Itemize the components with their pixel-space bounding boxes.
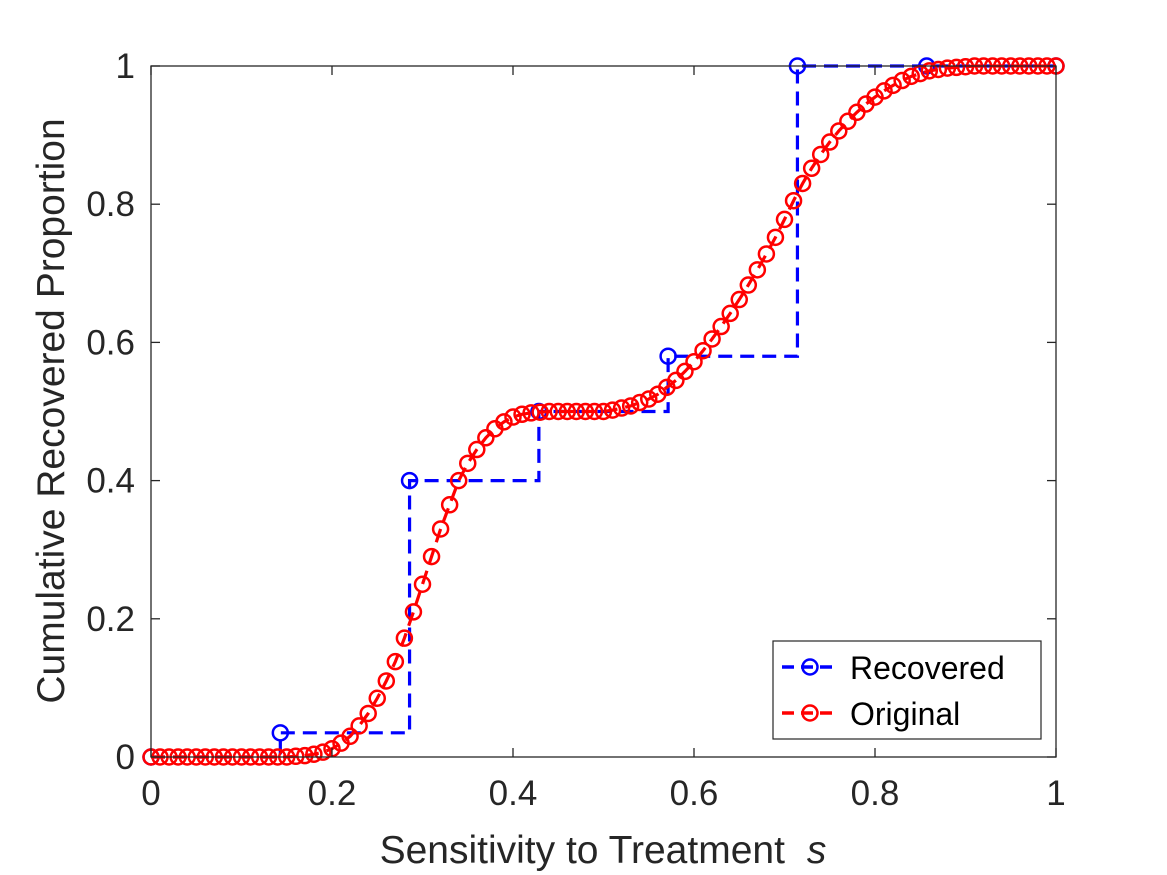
original-point [567, 402, 586, 421]
x-axis-label: Sensitivity to Treatment s [380, 829, 827, 872]
y-tick-label: 0 [116, 738, 135, 777]
x-tick-label: 0.4 [489, 774, 538, 813]
original-point [721, 304, 739, 323]
original-point [703, 330, 721, 348]
original-point [468, 440, 486, 459]
original-point [377, 672, 396, 690]
original-point [422, 547, 441, 566]
original-point [902, 67, 920, 86]
original-point [920, 62, 939, 80]
x-tick-label: 0.2 [308, 774, 357, 813]
original-point [712, 317, 730, 336]
original-point [630, 393, 649, 412]
original-point [676, 362, 694, 381]
original-point [558, 402, 577, 421]
original-point [667, 371, 685, 390]
original-point [585, 402, 604, 421]
original-point [296, 746, 314, 765]
original-point [947, 58, 966, 77]
original-point [694, 341, 712, 360]
original-point [513, 405, 531, 424]
original-point [459, 454, 477, 473]
original-point [287, 747, 305, 766]
recovered-point [400, 471, 419, 490]
original-point [305, 745, 323, 763]
original-point [884, 76, 902, 95]
original-point [440, 496, 459, 514]
original-point [431, 520, 450, 538]
x-tick-group: 0 0.2 0.4 0.6 0.8 1 [141, 66, 1066, 813]
original-point [368, 689, 386, 708]
original-point [350, 717, 368, 735]
original-point [685, 352, 703, 371]
original-point [395, 629, 414, 647]
recovered-point [271, 724, 290, 742]
original-point [875, 82, 893, 100]
original-point [811, 145, 830, 164]
original-point [893, 71, 911, 90]
x-tick-label: 0 [141, 774, 160, 813]
x-tick-label: 1 [1046, 774, 1065, 813]
original-point [793, 174, 812, 193]
legend-recovered-marker [801, 658, 819, 676]
y-tick-label: 1 [116, 47, 135, 86]
original-point [341, 727, 359, 746]
original-point [449, 471, 468, 490]
axes-layer [150, 65, 1057, 758]
original-point [576, 402, 595, 421]
y-axis-label: Cumulative Recovered Proportion [30, 118, 73, 703]
original-point [495, 413, 513, 431]
original-point [757, 245, 776, 263]
original-point [766, 228, 785, 247]
original-point [386, 652, 405, 671]
original-point [504, 408, 522, 426]
legend: Recovered Original [772, 640, 1042, 740]
original-point [640, 390, 658, 408]
y-tick-label: 0.6 [86, 323, 135, 362]
x-axis-label-symbol: s [807, 829, 827, 872]
original-point [314, 743, 332, 761]
y-tick-label: 0.4 [86, 462, 135, 501]
legend-box [772, 640, 1042, 740]
original-point [603, 401, 622, 419]
original-point [621, 397, 640, 415]
recovered-point [659, 347, 677, 365]
original-point [784, 191, 803, 210]
y-tick-label: 0.8 [86, 185, 135, 224]
legend-recovered-label: Recovered [850, 650, 1005, 686]
original-point [477, 429, 495, 447]
original-point [540, 402, 558, 421]
original-point [956, 57, 975, 76]
original-point [730, 290, 748, 309]
original-point [612, 399, 631, 417]
original-point [830, 122, 848, 140]
original-point [802, 159, 821, 178]
original-point [821, 133, 839, 151]
legend-original-marker [801, 704, 819, 722]
original-point [413, 575, 432, 593]
original-point [404, 603, 423, 621]
original-point [594, 402, 613, 421]
original-point [938, 59, 957, 77]
axes-box [150, 65, 1057, 758]
legend-original-label: Original [850, 696, 960, 732]
original-point [748, 261, 767, 279]
original-point [929, 60, 948, 79]
original-point [739, 276, 758, 294]
x-tick-label: 0.8 [851, 774, 900, 813]
original-point [549, 402, 567, 421]
y-tick-group: 0 0.2 0.4 0.6 0.8 1 [86, 47, 1056, 777]
x-tick-label: 0.6 [670, 774, 719, 813]
original-point [531, 403, 549, 421]
original-point [522, 404, 540, 422]
y-tick-label: 0.2 [86, 600, 135, 639]
original-point [359, 704, 377, 723]
original-point [839, 112, 857, 131]
original-point [775, 210, 794, 229]
x-axis-label-text: Sensitivity to Treatment [380, 829, 785, 872]
